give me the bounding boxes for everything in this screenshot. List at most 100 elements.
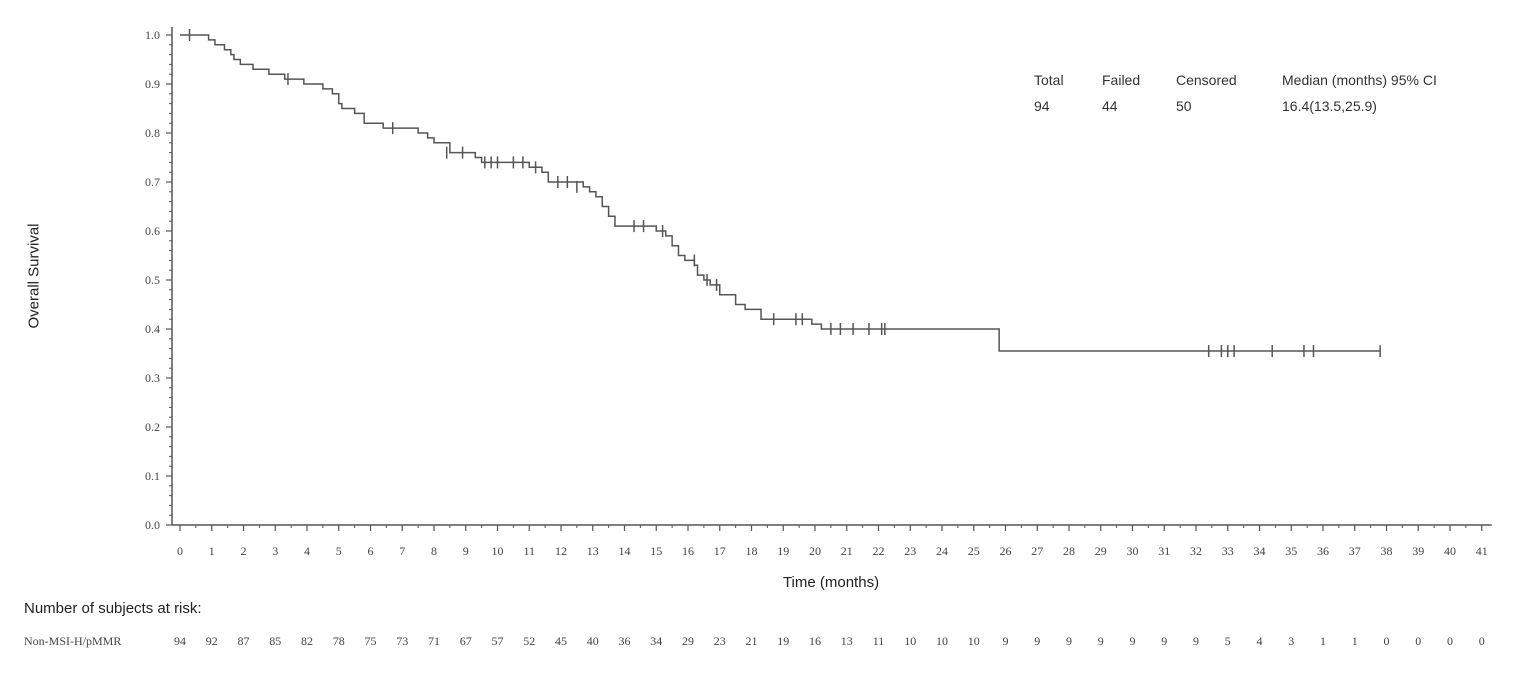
- risk-count: 3: [1288, 634, 1295, 648]
- x-tick-label: 6: [368, 544, 374, 558]
- risk-count: 78: [332, 634, 345, 648]
- x-tick-label: 15: [650, 544, 662, 558]
- y-tick-label: 0.6: [145, 224, 160, 238]
- x-tick-label: 11: [523, 544, 535, 558]
- x-tick-label: 0: [177, 544, 183, 558]
- stats-header-median: Median (months) 95% CI: [1282, 72, 1437, 88]
- x-tick-label: 38: [1381, 544, 1393, 558]
- risk-count: 0: [1447, 634, 1453, 648]
- x-tick-label: 31: [1158, 544, 1170, 558]
- x-tick-label: 25: [968, 544, 980, 558]
- y-tick-label: 0.7: [145, 175, 160, 189]
- risk-count: 9: [1129, 634, 1136, 648]
- x-tick-label: 37: [1349, 544, 1361, 558]
- risk-count: 0: [1415, 634, 1422, 648]
- risk-count: 10: [936, 634, 948, 648]
- risk-count: 87: [237, 634, 250, 648]
- x-tick-label: 10: [492, 544, 504, 558]
- risk-count: 4: [1256, 634, 1263, 648]
- risk-count: 0: [1383, 634, 1390, 648]
- x-tick-label: 5: [336, 544, 342, 558]
- risk-count: 16: [809, 634, 821, 648]
- risk-count: 10: [904, 634, 917, 648]
- risk-count: 19: [777, 634, 790, 648]
- x-tick-label: 17: [714, 544, 726, 558]
- risk-count: 9: [1034, 634, 1041, 648]
- axis-ticks: 0.00.10.20.30.40.50.60.70.80.91.00 1 2 3 4 5 6…: [145, 28, 1488, 558]
- x-tick-label: 20: [809, 544, 821, 558]
- risk-count: 9: [1161, 634, 1168, 648]
- x-tick-label: 30: [1127, 544, 1139, 558]
- x-tick-label: 41: [1476, 544, 1488, 558]
- risk-count: 9: [1002, 634, 1009, 648]
- y-tick-label: 0.1: [145, 469, 160, 483]
- x-tick-label: 29: [1095, 544, 1107, 558]
- x-tick-label: 14: [619, 544, 631, 558]
- risk-count: 94: [174, 634, 186, 648]
- x-tick-label: 4: [304, 544, 310, 558]
- risk-count: 73: [396, 634, 409, 648]
- y-tick-label: 0.8: [145, 126, 160, 140]
- risk-table-title: Number of subjects at risk:: [24, 600, 202, 617]
- risk-count: 92: [205, 634, 218, 648]
- x-tick-label: 36: [1317, 544, 1329, 558]
- stats-header-censored: Censored: [1176, 72, 1237, 88]
- risk-count: 9: [1066, 634, 1072, 648]
- y-tick-label: 0.2: [145, 420, 160, 434]
- x-tick-label: 22: [873, 544, 885, 558]
- risk-count: 67: [459, 634, 472, 648]
- x-tick-label: 34: [1254, 544, 1266, 558]
- risk-count: 5: [1224, 634, 1231, 648]
- x-tick-label: 21: [841, 544, 853, 558]
- x-axis-label: Time (months): [782, 574, 880, 591]
- x-tick-label: 40: [1444, 544, 1456, 558]
- x-tick-label: 39: [1412, 544, 1424, 558]
- censor-marks: [188, 29, 1381, 358]
- risk-count: 52: [523, 634, 536, 648]
- stats-value-total: 94: [1034, 98, 1050, 114]
- risk-count: 29: [682, 634, 694, 648]
- y-tick-label: 0.5: [145, 273, 160, 287]
- chart-axes: [171, 27, 1492, 526]
- y-tick-label: 1.0: [145, 28, 160, 42]
- risk-count: 9: [1097, 634, 1104, 648]
- stats-value-failed: 44: [1102, 98, 1118, 114]
- x-tick-label: 32: [1190, 544, 1202, 558]
- y-axis-label: Overall Survival: [25, 223, 43, 329]
- risk-group-label: Non-MSI-H/pMMR: [24, 634, 122, 648]
- x-tick-label: 23: [904, 544, 916, 558]
- risk-count: 45: [555, 634, 567, 648]
- x-tick-label: 7: [399, 544, 405, 558]
- risk-count: 1: [1351, 634, 1358, 648]
- x-tick-label: 24: [936, 544, 948, 558]
- stats-header-failed: Failed: [1102, 72, 1141, 88]
- risk-count: 36: [618, 634, 631, 648]
- stats-value-censored: 50: [1176, 98, 1192, 114]
- x-tick-label: 16: [682, 544, 694, 558]
- y-tick-label: 0.9: [145, 77, 160, 91]
- x-tick-label: 28: [1063, 544, 1075, 558]
- risk-count: 57: [491, 634, 504, 648]
- x-tick-label: 18: [746, 544, 758, 558]
- risk-count: 21: [745, 634, 758, 648]
- stats-value-median: 16.4(13.5,25.9): [1282, 98, 1377, 114]
- x-tick-label: 12: [555, 544, 567, 558]
- x-tick-label: 27: [1031, 544, 1043, 558]
- risk-count: 13: [840, 634, 853, 648]
- risk-count: 71: [428, 634, 440, 648]
- x-tick-label: 35: [1285, 544, 1297, 558]
- risk-count: 85: [269, 634, 282, 648]
- x-tick-label: 1: [209, 544, 215, 558]
- risk-count: 75: [364, 634, 377, 648]
- risk-count: 82: [301, 634, 313, 648]
- risk-count: 34: [650, 634, 663, 648]
- y-tick-label: 0.0: [145, 518, 160, 532]
- risk-count: 1: [1320, 634, 1326, 648]
- y-tick-label: 0.3: [145, 371, 160, 385]
- risk-count: 0: [1478, 634, 1485, 648]
- x-tick-label: 3: [272, 544, 278, 558]
- risk-count: 40: [586, 634, 599, 648]
- y-tick-label: 0.4: [145, 322, 160, 336]
- x-tick-label: 33: [1222, 544, 1234, 558]
